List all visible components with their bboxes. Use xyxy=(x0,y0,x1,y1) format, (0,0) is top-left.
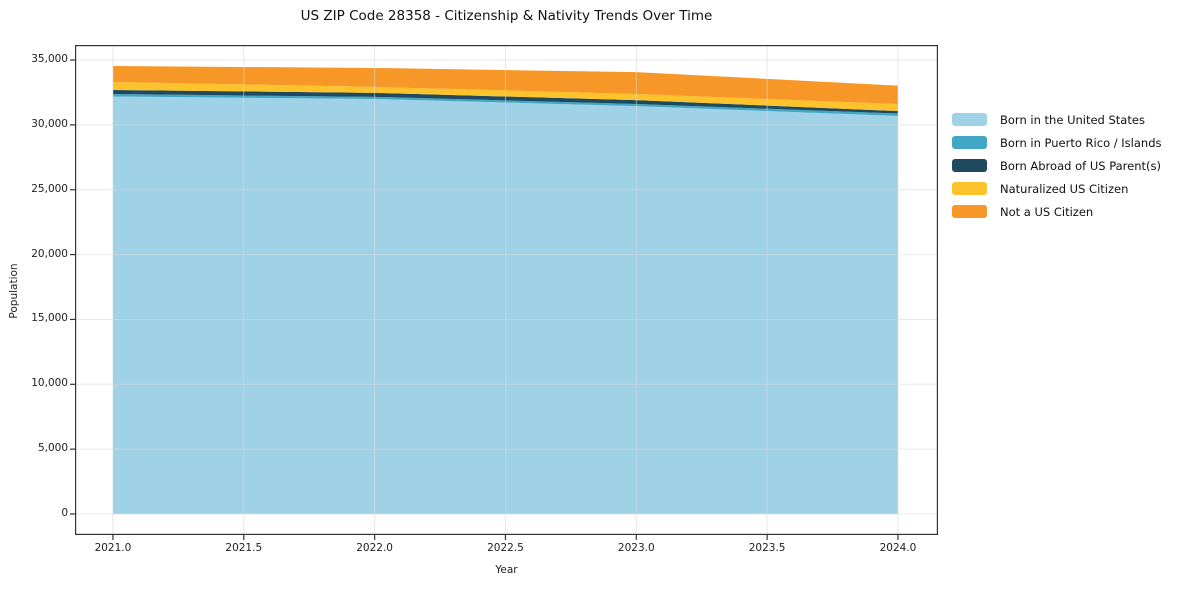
y-axis-label: Population xyxy=(8,263,20,319)
legend-label: Naturalized US Citizen xyxy=(1000,181,1129,196)
legend-item-3: Naturalized US Citizen xyxy=(952,177,1162,200)
axes-spines xyxy=(75,45,938,535)
legend-label: Born in Puerto Rico / Islands xyxy=(1000,135,1162,150)
y-tick-label: 5,000 xyxy=(37,442,68,455)
y-tick-label: 10,000 xyxy=(31,377,68,390)
legend-label: Born in the United States xyxy=(1000,112,1145,127)
y-tick-label: 25,000 xyxy=(31,182,68,195)
area-series-1 xyxy=(112,94,898,116)
x-tick-label: 2021.0 xyxy=(94,542,132,554)
y-tick-label: 15,000 xyxy=(31,312,68,325)
x-tick-label: 2023.5 xyxy=(748,542,786,554)
legend-item-4: Not a US Citizen xyxy=(952,200,1162,223)
chart-title: US ZIP Code 28358 - Citizenship & Nativi… xyxy=(300,8,713,24)
legend-swatch-icon xyxy=(952,205,987,218)
y-tick-label: 30,000 xyxy=(31,117,68,130)
legend-swatch-icon xyxy=(952,159,987,172)
y-tick-label: 0 xyxy=(61,506,68,519)
legend-swatch-icon xyxy=(952,136,987,149)
legend-item-0: Born in the United States xyxy=(952,108,1162,131)
legend-label: Not a US Citizen xyxy=(1000,204,1094,219)
legend-swatch-icon xyxy=(952,182,987,195)
x-axis-label: Year xyxy=(495,564,518,576)
y-tick-label: 35,000 xyxy=(31,53,68,66)
x-tick-label: 2022.5 xyxy=(487,542,524,554)
x-tick-label: 2024.0 xyxy=(879,542,917,554)
area-series-3 xyxy=(112,81,898,112)
legend-item-1: Born in Puerto Rico / Islands xyxy=(952,131,1162,154)
x-tick-label: 2022.0 xyxy=(356,542,393,554)
area-series-2 xyxy=(112,90,898,114)
plot-area xyxy=(70,45,938,540)
y-tick-label: 20,000 xyxy=(31,247,68,260)
legend-item-2: Born Abroad of US Parent(s) xyxy=(952,154,1162,177)
legend-swatch-icon xyxy=(952,113,987,126)
x-tick-label: 2021.5 xyxy=(225,542,263,554)
x-tick-label: 2023.0 xyxy=(617,542,655,554)
legend-label: Born Abroad of US Parent(s) xyxy=(1000,158,1161,173)
legend: Born in the United States Born in Puerto … xyxy=(952,108,1162,223)
